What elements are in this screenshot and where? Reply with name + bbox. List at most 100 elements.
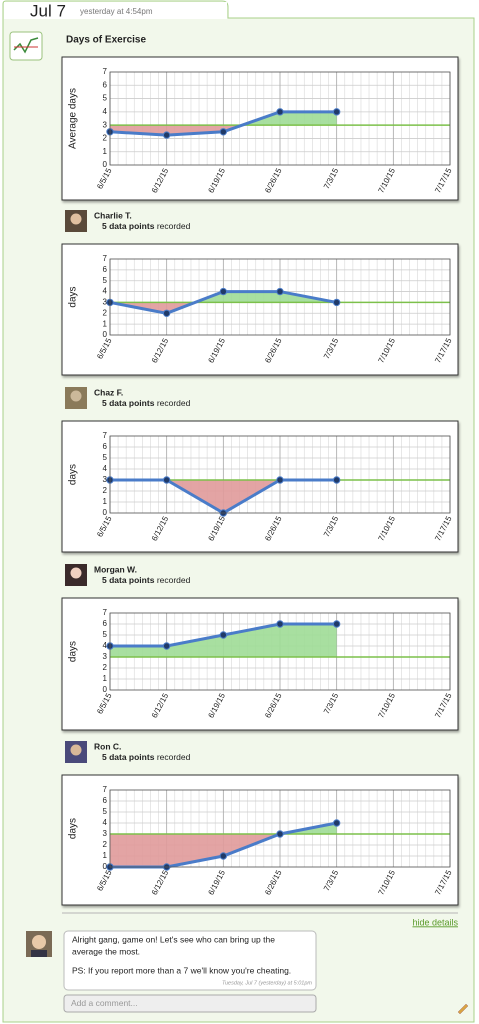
- edit-icon[interactable]: [457, 1003, 469, 1015]
- y-tick-label: 4: [103, 818, 108, 827]
- point: [162, 642, 171, 650]
- y-axis-label: days: [68, 286, 79, 307]
- person-name: Morgan W.: [94, 564, 137, 574]
- y-tick-label: 5: [103, 630, 108, 639]
- title: Days of Exercise: [66, 35, 146, 46]
- y-tick-label: 1: [103, 497, 108, 506]
- y-tick-label: 3: [103, 120, 108, 129]
- point: [162, 131, 171, 139]
- y-axis-label: days: [68, 464, 79, 485]
- point: [162, 309, 171, 317]
- comment-line: Alright gang, game on! Let's see who can…: [72, 934, 275, 944]
- y-tick-label: 3: [103, 829, 108, 838]
- point: [162, 476, 171, 484]
- hide-details-link[interactable]: hide details: [412, 917, 458, 927]
- point: [276, 620, 284, 628]
- date: Jul 7: [30, 1, 66, 20]
- point: [276, 476, 284, 484]
- comment-timestamp: Tuesday, Jul 7 (yesterday) at 5:01pm: [222, 980, 312, 986]
- y-tick-label: 7: [103, 431, 108, 440]
- y-tick-label: 6: [103, 796, 108, 805]
- y-axis-label: days: [68, 641, 79, 662]
- y-tick-label: 3: [103, 298, 108, 307]
- avatar: [65, 387, 87, 409]
- y-tick-label: 0: [103, 508, 108, 517]
- person-name: Charlie T.: [94, 210, 132, 220]
- commenter-avatar: [26, 931, 52, 957]
- points: 5 data points: [102, 575, 155, 585]
- person-summary: 5 data points recorded: [102, 752, 191, 762]
- tab: [4, 2, 227, 19]
- plot-frame: [109, 612, 451, 691]
- person-summary: 5 data points recorded: [102, 221, 191, 231]
- y-tick-label: 5: [103, 276, 108, 285]
- y-tick-label: 3: [103, 475, 108, 484]
- point: [332, 108, 341, 116]
- plot-frame: [109, 258, 451, 336]
- y-tick-label: 7: [103, 785, 108, 794]
- point: [332, 620, 341, 628]
- point: [332, 819, 341, 827]
- plot-frame: [109, 789, 451, 868]
- point: [276, 830, 284, 838]
- y-tick-label: 7: [103, 254, 108, 263]
- person-name: Chaz F.: [94, 387, 123, 397]
- y-tick-label: 3: [103, 652, 108, 661]
- chart-box: [61, 243, 459, 376]
- avatar: [65, 741, 87, 763]
- person-summary: 5 data points recorded: [102, 398, 191, 408]
- y-tick-label: 6: [103, 80, 108, 89]
- y-tick-label: 2: [103, 134, 108, 143]
- y-tick-label: 4: [103, 641, 108, 650]
- y-tick-label: 0: [103, 160, 108, 169]
- comment-line: PS: If you report more than a 7 we'll kn…: [72, 965, 291, 975]
- y-tick-label: 1: [103, 319, 108, 328]
- plot-frame: [109, 71, 451, 166]
- y-tick-label: 2: [103, 840, 108, 849]
- point: [276, 287, 284, 296]
- y-tick-label: 4: [103, 464, 108, 473]
- time: yesterday at 4:54pm: [80, 7, 153, 16]
- chart-box: [61, 597, 459, 731]
- y-tick-label: 1: [103, 851, 108, 860]
- y-tick-label: 6: [103, 442, 108, 451]
- y-axis-label: days: [68, 818, 79, 839]
- y-tick-label: 7: [103, 67, 108, 76]
- comment-line: average the most.: [72, 946, 140, 956]
- person-name: Ron C.: [94, 741, 121, 751]
- comment-bubble: [63, 930, 317, 991]
- y-tick-label: 0: [103, 330, 108, 339]
- point: [219, 287, 228, 296]
- y-tick-label: 2: [103, 663, 108, 672]
- y-tick-label: 6: [103, 265, 108, 274]
- y-tick-label: 2: [103, 308, 108, 317]
- y-tick-label: 2: [103, 486, 108, 495]
- comment-placeholder: Add a comment...: [71, 998, 138, 1008]
- person-summary: 5 data points recorded: [102, 575, 191, 585]
- area-below: [110, 834, 337, 867]
- area-above: [110, 823, 337, 834]
- y-tick-label: 5: [103, 94, 108, 103]
- recorded: recorded: [157, 575, 191, 585]
- points: 5 data points: [102, 398, 155, 408]
- y-tick-label: 5: [103, 807, 108, 816]
- point: [332, 298, 341, 307]
- y-tick-label: 6: [103, 619, 108, 628]
- chart-icon: [9, 31, 43, 61]
- recorded: recorded: [157, 752, 191, 762]
- comment-input[interactable]: [63, 994, 317, 1013]
- y-tick-label: 4: [103, 287, 108, 296]
- y-tick-label: 5: [103, 453, 108, 462]
- recorded: recorded: [157, 221, 191, 231]
- y-tick-label: 0: [103, 685, 108, 694]
- y-tick-label: 7: [103, 608, 108, 617]
- point: [276, 108, 284, 116]
- plot-frame: [109, 435, 451, 514]
- y-axis-label: Average days: [68, 88, 79, 149]
